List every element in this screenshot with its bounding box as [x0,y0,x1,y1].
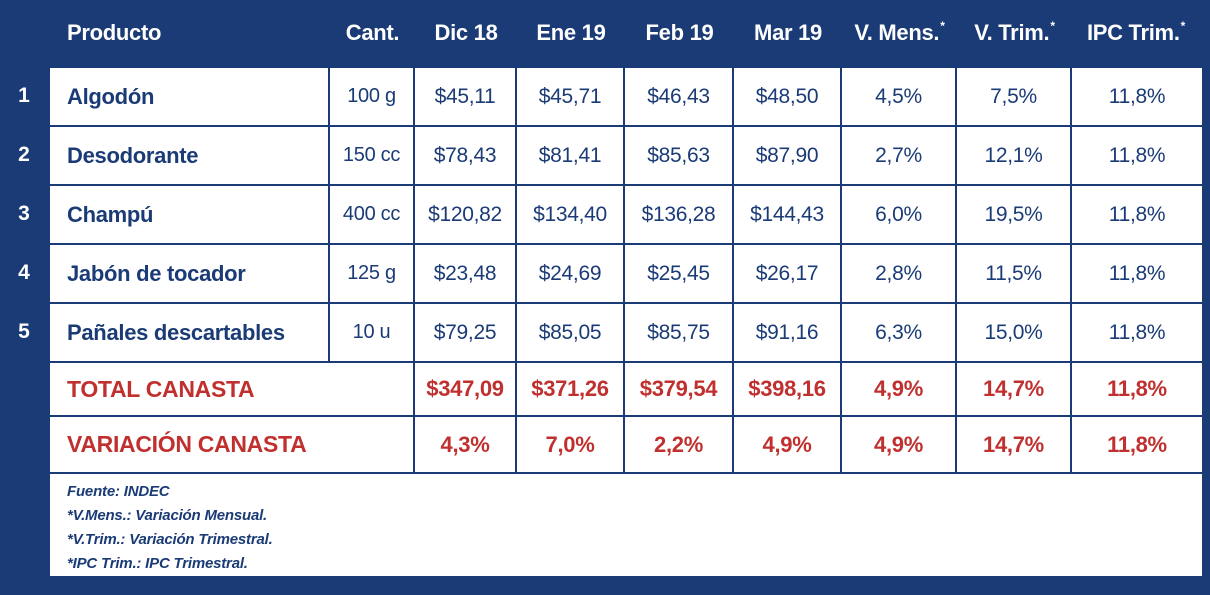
price-cell: $45,11 [415,68,517,127]
variation-value: 2,2% [625,417,734,474]
v-mens-cell: 6,3% [842,304,957,363]
product-name: Champú [50,186,330,245]
header-dic-18: Dic 18 [434,20,498,45]
variation-value: 11,8% [1072,417,1202,474]
price-cell: $24,69 [517,245,625,304]
header-feb-19: Feb 19 [645,20,714,45]
v-mens-cell: 2,7% [842,127,957,186]
product-name: Desodorante [50,127,330,186]
price-cell: $25,45 [625,245,734,304]
v-trim-cell: 19,5% [957,186,1072,245]
ipc-trim-cell: 11,8% [1072,68,1202,127]
quantity-cell: 150 cc [330,127,415,186]
price-cell: $134,40 [517,186,625,245]
v-trim-cell: 7,5% [957,68,1072,127]
v-trim-cell: 12,1% [957,127,1072,186]
header-cant: Cant. [345,20,400,45]
product-name: Algodón [50,68,330,127]
variation-value: 14,7% [957,417,1072,474]
quantity-cell: 10 u [330,304,415,363]
header-v-trim: V. Trim. * [974,19,1055,45]
total-value: $398,16 [734,363,842,417]
price-cell: $46,43 [625,68,734,127]
v-trim-cell: 15,0% [957,304,1072,363]
variation-value: 4,3% [415,417,517,474]
product-name: Jabón de tocador [50,245,330,304]
header-mar-19: Mar 19 [754,20,822,45]
price-cell: $81,41 [517,127,625,186]
variation-value: 4,9% [842,417,957,474]
row-number: 4 [18,260,30,284]
footnote-ipc-trim: *IPC Trim.: IPC Trimestral. [67,555,248,572]
total-value: 4,9% [842,363,957,417]
price-cell: $45,71 [517,68,625,127]
variacion-canasta-label: VARIACIÓN CANASTA [50,417,415,474]
price-cell: $23,48 [415,245,517,304]
source-note: Fuente: INDEC [67,483,170,500]
footnotes-area: Fuente: INDEC *V.Mens.: Variación Mensua… [50,474,1202,576]
header-ene-19: Ene 19 [536,20,606,45]
quantity-cell: 400 cc [330,186,415,245]
v-mens-cell: 2,8% [842,245,957,304]
total-value: 11,8% [1072,363,1202,417]
total-value: $371,26 [517,363,625,417]
price-table: Algodón 100 g $45,11 $45,71 $46,43 $48,5… [48,66,1204,578]
price-cell: $48,50 [734,68,842,127]
table-header-row: Producto Cant. Dic 18 Ene 19 Feb 19 Mar … [50,0,1202,66]
header-producto: Producto [67,20,162,45]
header-v-mens: V. Mens. * [854,19,945,45]
total-value: $347,09 [415,363,517,417]
footnote-v-trim: *V.Trim.: Variación Trimestral. [67,531,273,548]
ipc-trim-cell: 11,8% [1072,127,1202,186]
price-cell: $120,82 [415,186,517,245]
footnote-v-mens: *V.Mens.: Variación Mensual. [67,507,268,524]
v-trim-cell: 11,5% [957,245,1072,304]
price-cell: $85,63 [625,127,734,186]
price-cell: $91,16 [734,304,842,363]
price-cell: $144,43 [734,186,842,245]
v-mens-cell: 6,0% [842,186,957,245]
price-cell: $79,25 [415,304,517,363]
header-ipc-trim: IPC Trim. * [1086,19,1186,45]
v-mens-cell: 4,5% [842,68,957,127]
price-cell: $85,75 [625,304,734,363]
price-cell: $26,17 [734,245,842,304]
total-canasta-label: TOTAL CANASTA [50,363,415,417]
row-number: 2 [18,142,30,166]
row-number: 3 [18,201,30,225]
variation-value: 4,9% [734,417,842,474]
total-value: $379,54 [625,363,734,417]
price-cell: $87,90 [734,127,842,186]
quantity-cell: 100 g [330,68,415,127]
price-cell: $85,05 [517,304,625,363]
variation-value: 7,0% [517,417,625,474]
row-number: 5 [18,319,30,343]
price-cell: $78,43 [415,127,517,186]
quantity-cell: 125 g [330,245,415,304]
ipc-trim-cell: 11,8% [1072,186,1202,245]
ipc-trim-cell: 11,8% [1072,245,1202,304]
ipc-trim-cell: 11,8% [1072,304,1202,363]
price-cell: $136,28 [625,186,734,245]
product-name: Pañales descartables [50,304,330,363]
row-number: 1 [18,83,30,107]
total-value: 14,7% [957,363,1072,417]
